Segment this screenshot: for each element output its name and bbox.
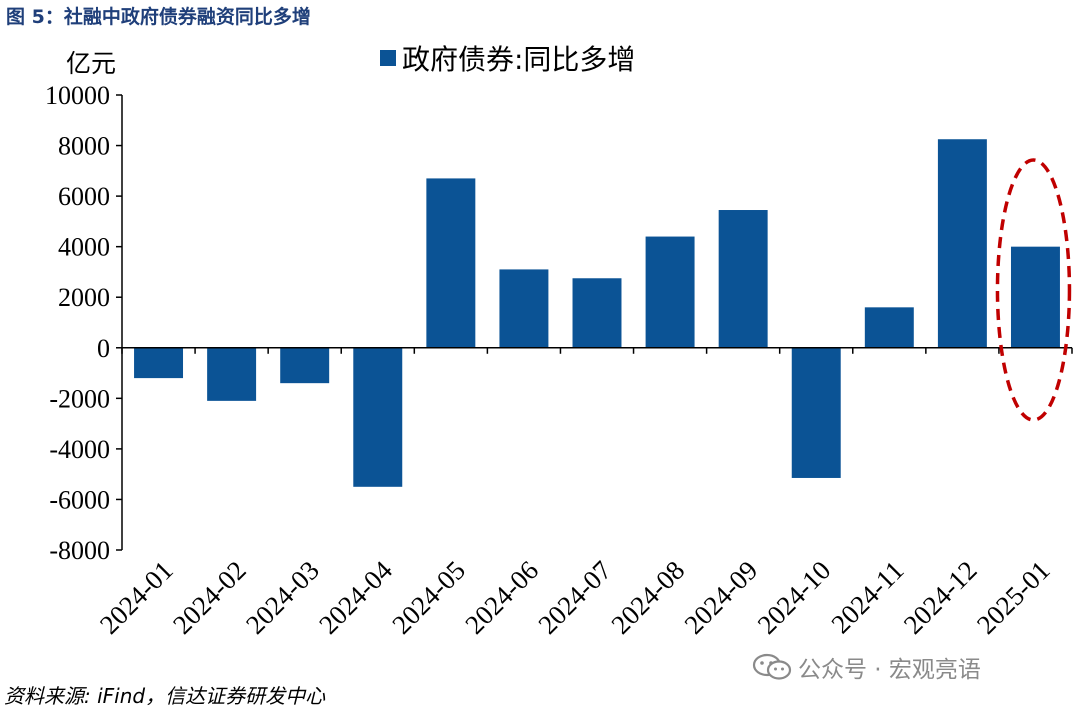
figure-title: 图 5：社融中政府债券融资同比多增 [6, 6, 311, 28]
watermark-text: 公众号 · 宏观亮语 [798, 657, 981, 683]
y-tick-label: 4000 [58, 233, 110, 262]
x-tick-label: 2025-01 [971, 555, 1056, 640]
bar-2024-09 [718, 210, 768, 348]
legend-label: 政府债券:同比多增 [402, 43, 636, 76]
bar-2024-04 [353, 347, 403, 487]
bar-2024-11 [864, 307, 914, 348]
wechat-watermark: 公众号 · 宏观亮语 [752, 650, 981, 684]
x-tick-label: 2024-10 [752, 555, 837, 640]
x-tick-label: 2024-06 [459, 555, 544, 640]
highlight-ellipse [995, 158, 1072, 422]
x-tick-label: 2024-04 [313, 555, 398, 640]
bar-2024-07 [572, 278, 622, 348]
bar-2024-12 [937, 139, 987, 348]
x-tick-label: 2024-07 [532, 555, 617, 640]
x-tick-label: 2024-02 [167, 555, 252, 640]
y-tick-label: 10000 [45, 81, 110, 110]
y-tick-label: -8000 [49, 536, 110, 565]
chart-legend: 政府债券:同比多增 [380, 38, 635, 78]
x-tick-label: 2024-09 [679, 555, 764, 640]
bar-2024-06 [499, 269, 549, 348]
y-tick-label: 0 [97, 334, 110, 363]
x-tick-label: 2024-12 [898, 555, 983, 640]
x-tick-label: 2024-01 [94, 555, 179, 640]
y-tick-label: -2000 [49, 384, 110, 413]
x-tick-label: 2024-03 [240, 555, 325, 640]
bar-2025-01 [1010, 246, 1060, 348]
bar-2024-02 [207, 347, 257, 401]
y-tick-label: -6000 [49, 485, 110, 514]
bar-2024-03 [280, 347, 330, 384]
y-tick-label: 6000 [58, 182, 110, 211]
x-tick-label: 2024-11 [825, 555, 909, 639]
y-tick-label: 8000 [58, 132, 110, 161]
y-axis-unit-label: 亿元 [66, 49, 117, 78]
bar-2024-01 [134, 347, 184, 379]
source-note: 资料来源: iFind，信达证券研发中心 [4, 684, 326, 708]
legend-swatch [380, 50, 396, 66]
wechat-icon [752, 653, 792, 680]
x-tick-label: 2024-08 [605, 555, 690, 640]
bar-2024-10 [791, 347, 841, 478]
y-tick-label: 2000 [58, 283, 110, 312]
y-tick-label: -4000 [49, 435, 110, 464]
bar-2024-08 [645, 236, 695, 348]
bar-2024-05 [426, 178, 476, 348]
x-tick-label: 2024-05 [386, 555, 471, 640]
